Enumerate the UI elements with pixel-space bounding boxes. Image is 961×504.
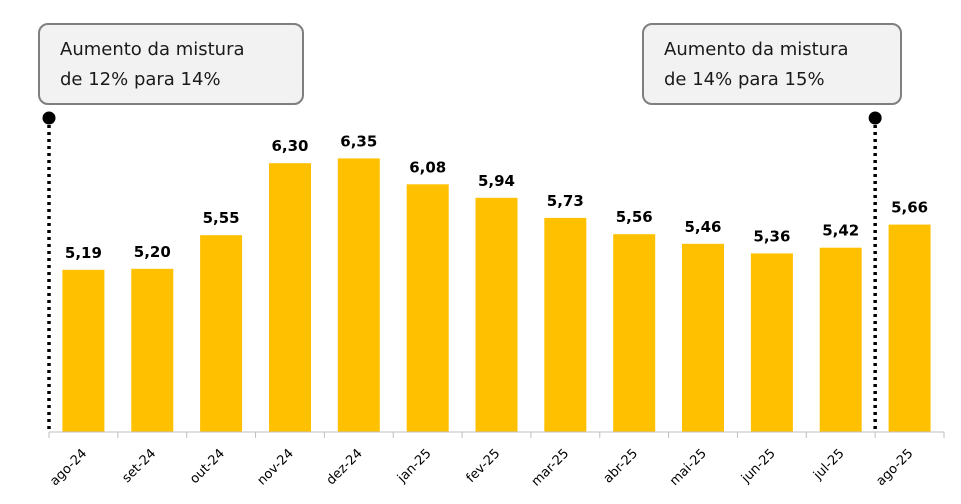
data-label-nov-24: 6,30: [271, 137, 308, 155]
bar-jan-25: [406, 184, 449, 432]
x-tick-label-ago-25: ago-25: [874, 446, 917, 489]
bar-nov-24: [269, 163, 311, 432]
x-tick-label-set-24: set-24: [119, 446, 159, 486]
bar-jun-25: [750, 253, 793, 432]
data-label-mai-25: 5,46: [684, 218, 721, 236]
annotation-markers-group: [42, 111, 882, 430]
x-tick-label-jan-25: jan-25: [394, 446, 434, 486]
callout-line-2: de 12% para 14%: [60, 69, 221, 90]
x-tick-labels-group: ago-24 set-24 out-24 nov-24 dez-24 jan-25 fev-…: [47, 446, 916, 489]
annotation-marker-dot-1: [42, 111, 56, 125]
x-ticks-group: [48, 432, 945, 438]
annotation-callout-mix-12-14: Aumento da mistura de 12% para 14%: [38, 23, 304, 105]
x-tick-label-mar-25: mar-25: [529, 446, 572, 489]
x-tick-label-nov-24: nov-24: [255, 446, 297, 488]
data-label-fev-25: 5,94: [478, 172, 515, 190]
x-tick-label-dez-24: dez-24: [324, 446, 366, 488]
bar-fev-25: [475, 197, 518, 432]
bars-group: [62, 158, 931, 432]
x-tick-label-ago-24: ago-24: [47, 446, 90, 489]
data-label-jul-25: 5,42: [822, 222, 859, 240]
annotation-marker-dot-2: [868, 111, 882, 125]
bar-ago-24: [62, 269, 105, 432]
bar-set-24: [131, 268, 174, 432]
callout-line-2: de 14% para 15%: [664, 69, 825, 90]
bar-mar-25: [544, 217, 587, 432]
data-label-abr-25: 5,56: [616, 208, 653, 226]
callout-line-1: Aumento da mistura: [664, 39, 849, 60]
x-tick-label-mai-25: mai-25: [667, 446, 710, 489]
bar-dez-24: [337, 158, 380, 432]
bar-out-24: [200, 235, 243, 432]
x-tick-label-out-24: out-24: [187, 446, 228, 487]
data-label-mar-25: 5,73: [547, 192, 584, 210]
data-label-set-24: 5,20: [134, 243, 171, 261]
value-labels-group: 5,19 5,20 5,55 6,30 6,35 6,08 5,94 5,73 5,56 5,46…: [65, 132, 928, 261]
x-tick-label-jun-25: jun-25: [738, 446, 779, 487]
x-tick-label-fev-25: fev-25: [464, 446, 504, 486]
data-label-ago-24: 5,19: [65, 244, 102, 262]
bar-ago-25: [888, 224, 931, 432]
bar-abr-25: [613, 234, 656, 432]
data-label-out-24: 5,55: [203, 209, 240, 227]
x-tick-label-jul-25: jul-25: [810, 446, 847, 483]
bar-jul-25: [819, 247, 862, 432]
callout-line-1: Aumento da mistura: [60, 39, 245, 60]
data-label-jan-25: 6,08: [409, 158, 446, 176]
data-label-jun-25: 5,36: [753, 227, 790, 245]
data-label-dez-24: 6,35: [340, 132, 377, 150]
x-tick-label-abr-25: abr-25: [601, 446, 641, 486]
annotation-callout-mix-14-15: Aumento da mistura de 14% para 15%: [642, 23, 902, 105]
data-label-ago-25: 5,66: [891, 199, 928, 217]
bar-mai-25: [682, 243, 724, 432]
